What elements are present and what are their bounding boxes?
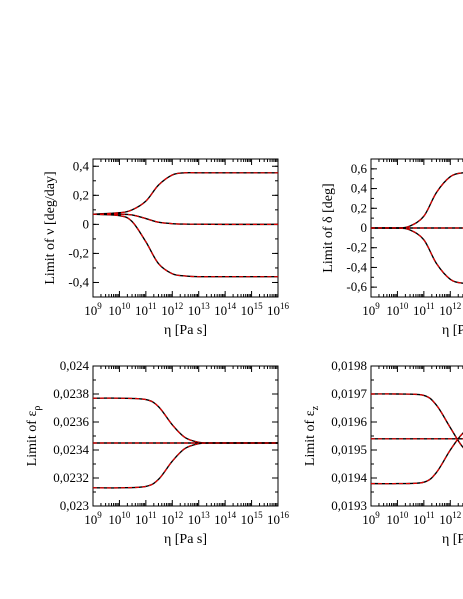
series-dashed-line-2 bbox=[92, 442, 278, 489]
y-tick-label: 0,0236 bbox=[53, 414, 89, 429]
x-tick-label: 1016 bbox=[267, 510, 290, 527]
x-tick-label: 1014 bbox=[214, 301, 237, 318]
y-axis-label: Limit of δ [deg] bbox=[321, 183, 336, 272]
x-tick-label: 1014 bbox=[214, 510, 237, 527]
y-tick-label: 0,4 bbox=[73, 158, 90, 173]
series-line-2 bbox=[370, 227, 463, 284]
x-tick-label: 1011 bbox=[413, 510, 435, 527]
x-tick-label: 1013 bbox=[188, 301, 211, 318]
y-tick-label: 0,2 bbox=[73, 187, 89, 202]
x-tick-label: 109 bbox=[362, 510, 380, 527]
y-tick-label: 0,024 bbox=[60, 358, 90, 373]
y-tick-label: 0,0193 bbox=[331, 498, 367, 513]
x-tick-label: 1012 bbox=[439, 301, 461, 318]
y-tick-label: 0,6 bbox=[351, 161, 368, 176]
x-tick-label: 1015 bbox=[241, 510, 263, 527]
y-tick-label: 0,0234 bbox=[53, 442, 89, 457]
y-tick-label: 0,0194 bbox=[331, 470, 367, 485]
series-dashed-line-0 bbox=[92, 172, 278, 215]
y-tick-label: 0,0197 bbox=[331, 386, 367, 401]
y-tick-label: -0,6 bbox=[346, 279, 367, 294]
y-axis-label: Limit of ερ bbox=[25, 406, 43, 467]
x-tick-label: 1010 bbox=[386, 510, 409, 527]
series-line-0 bbox=[370, 393, 463, 449]
y-tick-label: 0,4 bbox=[351, 181, 368, 196]
chart-nu: 109 1010 1011 1012 1013 1014 1015 1016 0,4 0,2 0 -0… bbox=[43, 158, 290, 338]
plot-frame bbox=[370, 365, 463, 507]
series-dashed-line-0 bbox=[92, 397, 278, 444]
x-tick-label: 1010 bbox=[386, 301, 409, 318]
x-tick-label: 109 bbox=[362, 301, 380, 318]
chart-delta: 10910101011101210131014101510160,60,40,2… bbox=[321, 158, 463, 338]
plot-frame bbox=[92, 365, 279, 507]
x-tick-label: 109 bbox=[84, 301, 102, 318]
series-dashed-line-2 bbox=[92, 213, 278, 278]
x-tick-label: 1011 bbox=[135, 301, 157, 318]
series-dashed-line-0 bbox=[370, 172, 463, 229]
y-tick-label: 0,0195 bbox=[331, 442, 367, 457]
y-tick-label: 0,2 bbox=[351, 200, 367, 215]
y-tick-label: 0 bbox=[83, 216, 90, 231]
series-dashed-line-1 bbox=[92, 213, 279, 225]
y-axis-label: Limit of εz bbox=[303, 405, 321, 466]
x-tick-label: 1011 bbox=[413, 301, 435, 318]
y-tick-label: 0,0198 bbox=[331, 358, 367, 373]
series-line-2 bbox=[370, 432, 463, 485]
y-tick-label: 0,0232 bbox=[53, 470, 89, 485]
x-tick-label: 1010 bbox=[108, 301, 131, 318]
y-tick-label: -0,4 bbox=[68, 274, 89, 289]
x-tick-label: 1012 bbox=[161, 301, 183, 318]
x-tick-label: 1016 bbox=[267, 301, 290, 318]
y-tick-label: -0,4 bbox=[346, 259, 367, 274]
series-dashed-line-2 bbox=[370, 227, 463, 284]
y-tick-label: 0,0196 bbox=[331, 414, 367, 429]
y-tick-label: -0,2 bbox=[346, 240, 367, 255]
series-line-0 bbox=[92, 397, 278, 444]
chart-eps_rho: 109 1010 1011 1012 1013 1014 1015 1016 0,024 0,02… bbox=[25, 358, 290, 547]
x-tick-label: 1010 bbox=[108, 510, 131, 527]
y-axis-label: Limit of ν [deg/day] bbox=[43, 171, 58, 284]
x-axis-label: η [Pa s] bbox=[164, 532, 207, 547]
x-axis-label: η [Pa s] bbox=[442, 532, 463, 547]
x-tick-label: 1012 bbox=[439, 510, 461, 527]
series-dashed-line-2 bbox=[370, 432, 463, 485]
x-axis-label: η [Pa s] bbox=[442, 323, 463, 338]
y-tick-label: -0,2 bbox=[68, 245, 89, 260]
x-tick-label: 1012 bbox=[161, 510, 183, 527]
series-line-2 bbox=[92, 442, 278, 489]
plot-frame bbox=[92, 158, 279, 298]
series-line-0 bbox=[92, 171, 278, 215]
x-tick-label: 1011 bbox=[135, 510, 157, 527]
x-tick-label: 1013 bbox=[188, 510, 211, 527]
x-tick-label: 1015 bbox=[241, 301, 263, 318]
chart-eps_z: 10910101011101210131014101510160,01980,0… bbox=[303, 358, 463, 547]
x-axis-label: η [Pa s] bbox=[164, 323, 207, 338]
series-line-0 bbox=[370, 172, 463, 229]
y-tick-label: 0 bbox=[361, 220, 368, 235]
y-tick-label: 0,0238 bbox=[53, 386, 89, 401]
x-tick-label: 109 bbox=[84, 510, 102, 527]
y-tick-label: 0,023 bbox=[60, 498, 89, 513]
